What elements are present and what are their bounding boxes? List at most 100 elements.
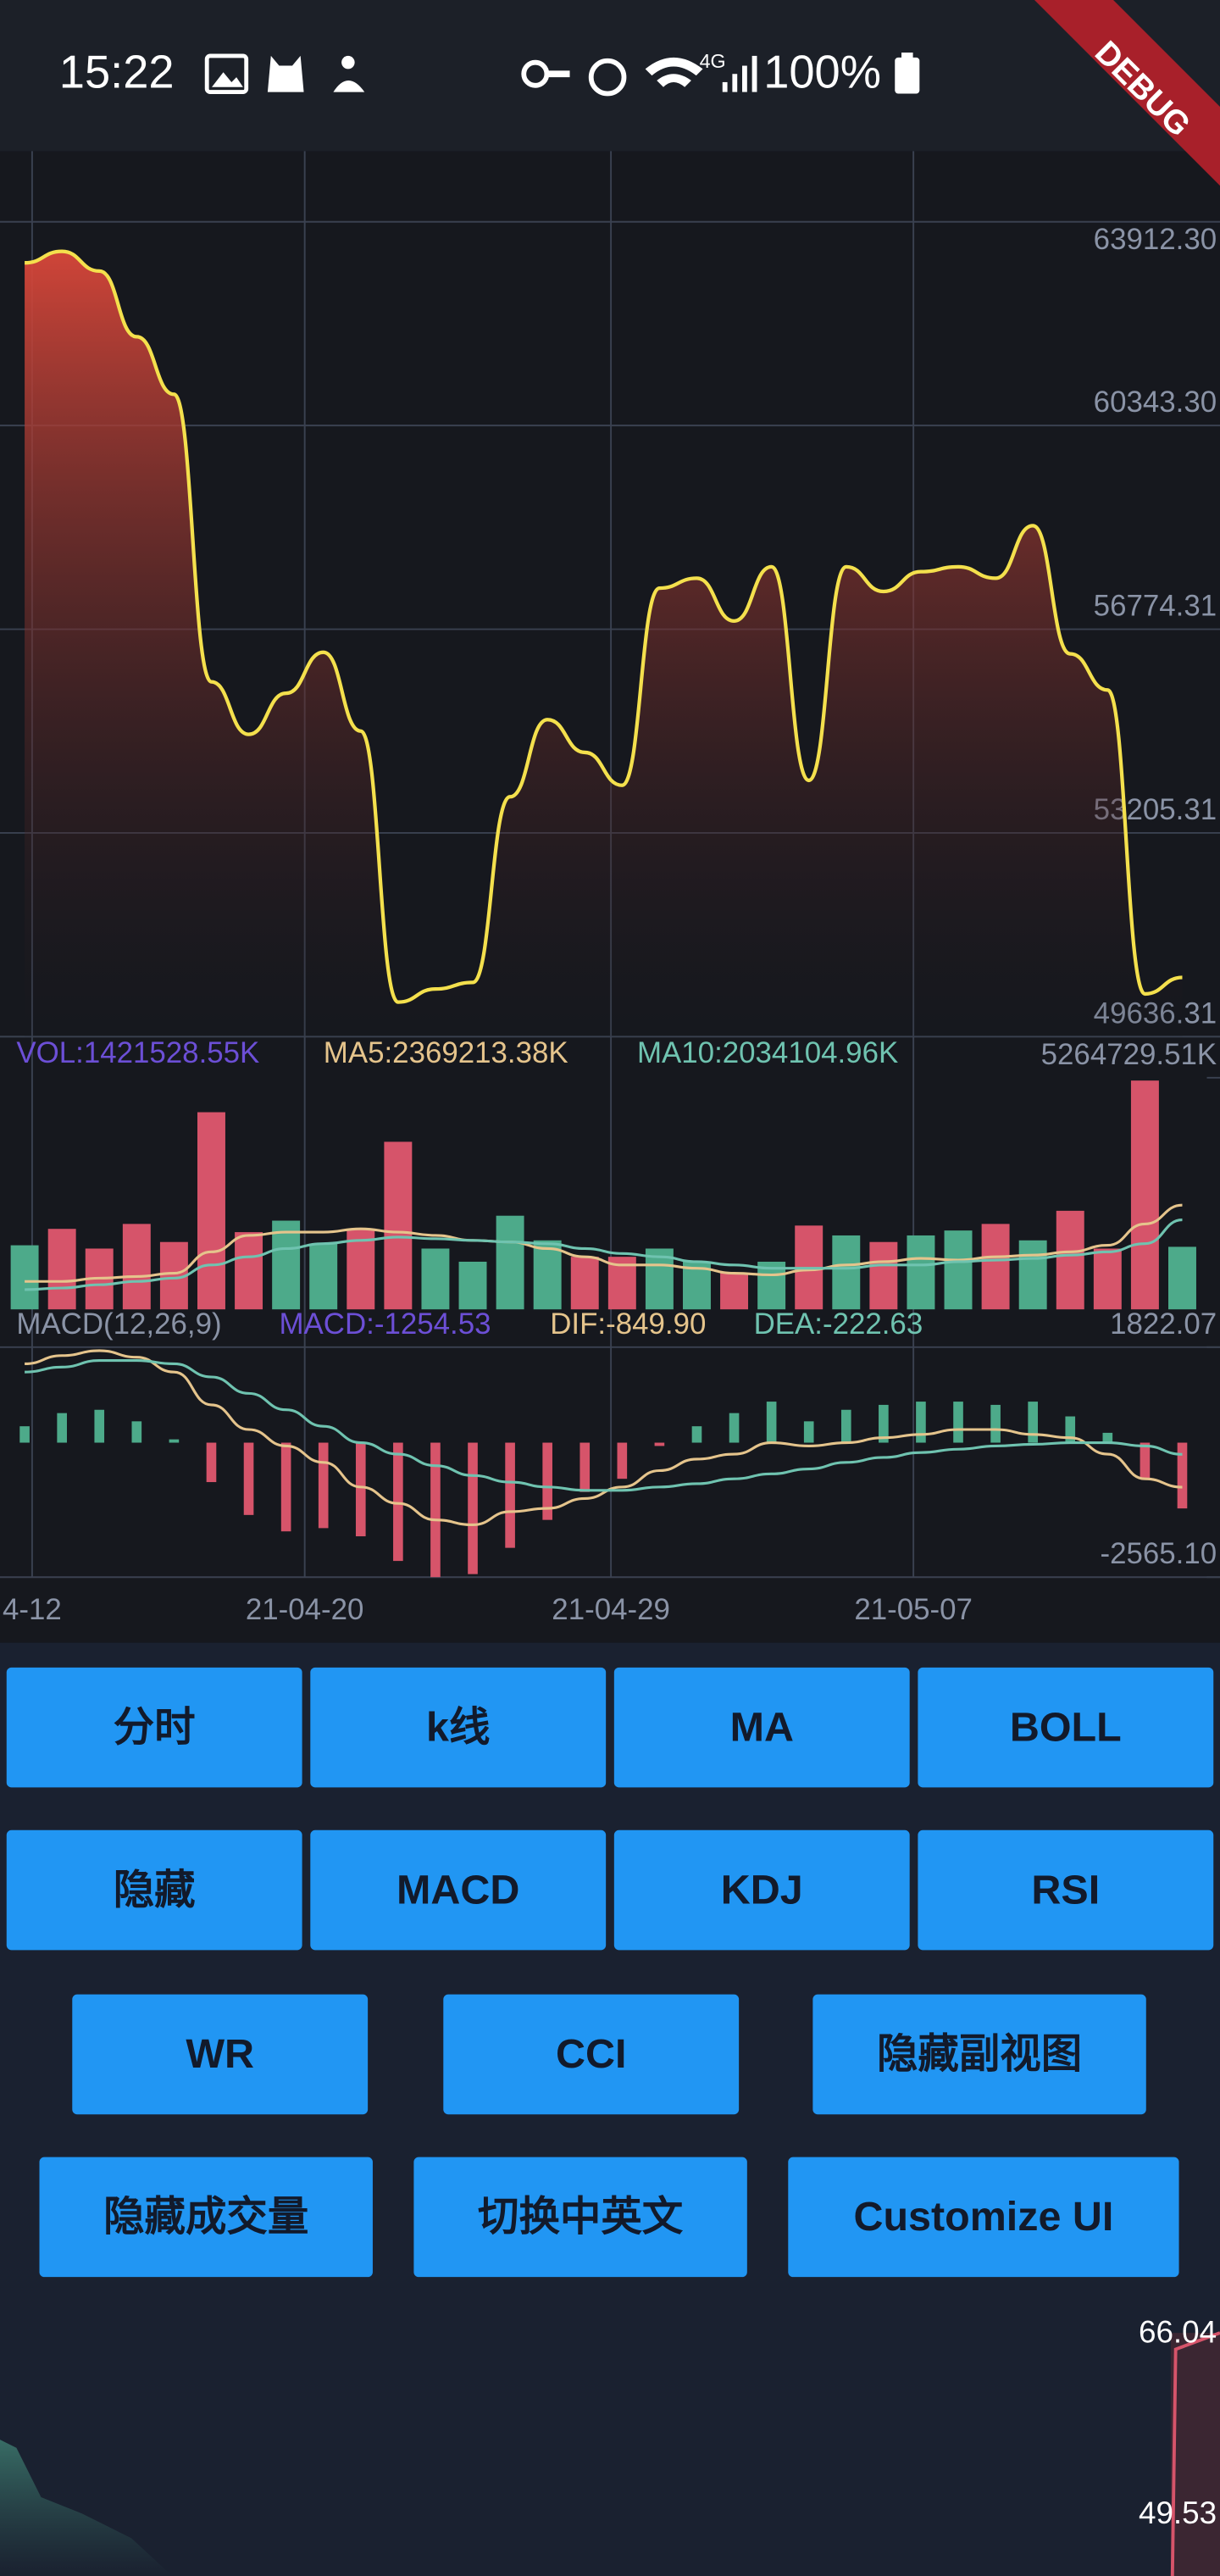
button[interactable]: WR: [72, 1994, 369, 2115]
battery-text: 100%: [763, 47, 881, 98]
volume-bar: [1018, 1240, 1047, 1310]
y-tick-label: -2565.10: [1100, 1537, 1217, 1570]
secondary-label: 66.04: [1139, 2315, 1217, 2350]
button-bg[interactable]: [310, 1829, 607, 1951]
button[interactable]: 隐藏: [6, 1829, 302, 1951]
legend-text: MA10:2034104.96K: [637, 1036, 898, 1069]
button-label[interactable]: 切换中英文: [478, 2194, 684, 2240]
button[interactable]: k线: [310, 1667, 607, 1788]
button-label[interactable]: Customize UI: [853, 2194, 1113, 2240]
button-label[interactable]: RSI: [1031, 1867, 1100, 1913]
button-bg[interactable]: [413, 2157, 747, 2278]
x-tick-label: 21-04-29: [552, 1593, 670, 1626]
macd-bar: [355, 1442, 366, 1537]
button[interactable]: BOLL: [918, 1667, 1214, 1788]
button[interactable]: 隐藏成交量: [39, 2157, 373, 2278]
button-bg[interactable]: [788, 2157, 1179, 2278]
button-label[interactable]: CCI: [556, 2031, 626, 2077]
button-label[interactable]: 隐藏: [114, 1867, 196, 1913]
volume-bar: [10, 1245, 39, 1310]
button-bg[interactable]: [918, 1667, 1214, 1788]
button-bg[interactable]: [39, 2157, 373, 2278]
button-label[interactable]: 隐藏副视图: [877, 2031, 1082, 2077]
button-bg[interactable]: [613, 1667, 910, 1788]
button[interactable]: Customize UI: [788, 2157, 1179, 2278]
volume-bar: [981, 1224, 1010, 1310]
macd-bar: [1065, 1416, 1076, 1443]
button-label[interactable]: MACD: [396, 1867, 519, 1913]
macd-bar: [131, 1421, 142, 1443]
button[interactable]: MA: [613, 1667, 910, 1788]
macd-bar: [1102, 1432, 1113, 1443]
button-label[interactable]: BOLL: [1010, 1704, 1122, 1750]
button[interactable]: CCI: [443, 1994, 740, 2115]
button[interactable]: 切换中英文: [413, 2157, 747, 2278]
button[interactable]: KDJ: [613, 1829, 910, 1951]
secondary-area: [1170, 2333, 1220, 2576]
volume-bar: [197, 1112, 225, 1310]
volume-bar: [458, 1261, 487, 1310]
button[interactable]: 分时: [6, 1667, 302, 1788]
button-label[interactable]: KDJ: [721, 1867, 803, 1913]
macd-bar: [990, 1404, 1001, 1443]
button-bg[interactable]: [6, 1829, 302, 1951]
volume-bar: [720, 1273, 749, 1310]
button[interactable]: MACD: [310, 1829, 607, 1951]
y-tick-label: 63912.30: [1094, 223, 1217, 256]
button-label[interactable]: WR: [186, 2031, 254, 2077]
button-label[interactable]: 隐藏成交量: [103, 2194, 308, 2240]
button-bg[interactable]: [310, 1667, 607, 1788]
y-tick-label: 5264729.51K: [1041, 1038, 1217, 1071]
macd-bar: [691, 1426, 702, 1443]
status-icons: 4G: [204, 50, 920, 97]
price-area: [25, 251, 1183, 1037]
macd-bar: [1028, 1402, 1038, 1443]
secondary-area: [0, 2440, 173, 2576]
volume-bar: [384, 1141, 413, 1310]
indicator-line: [25, 1349, 1183, 1527]
button-bg[interactable]: [812, 1994, 1146, 2115]
macd-bar: [617, 1442, 628, 1480]
macd-bar: [243, 1442, 254, 1515]
secondary-line: [1170, 2331, 1220, 2576]
legend-text: MACD:-1254.53: [279, 1307, 491, 1341]
macd-bar: [57, 1413, 67, 1443]
macd-bar: [729, 1413, 740, 1443]
button-bg[interactable]: [613, 1829, 910, 1951]
button-bg[interactable]: [72, 1994, 369, 2115]
volume-bar: [1130, 1080, 1159, 1310]
volume-bar: [570, 1257, 599, 1310]
y-tick-label: 60343.30: [1094, 386, 1217, 419]
button-bg[interactable]: [443, 1994, 740, 2115]
indicator-line: [25, 1359, 1183, 1492]
macd-bar: [468, 1442, 478, 1574]
volume-bar: [533, 1240, 562, 1310]
indicator-line: [25, 1219, 1183, 1291]
button-label[interactable]: k线: [426, 1704, 490, 1750]
legend-text: VOL:1421528.55K: [16, 1036, 259, 1069]
macd-bar: [953, 1402, 963, 1443]
status-time: 15:22: [59, 47, 175, 98]
macd-bar: [803, 1421, 814, 1443]
macd-bar: [879, 1404, 889, 1443]
button-bg[interactable]: [6, 1667, 302, 1788]
volume-bar: [421, 1248, 450, 1310]
button-label[interactable]: MA: [730, 1704, 794, 1750]
macd-bar: [654, 1442, 665, 1446]
svg-text:4G: 4G: [700, 50, 726, 72]
indicator-line: [25, 1203, 1183, 1283]
volume-bar: [1093, 1248, 1122, 1310]
legend-text: DEA:-222.63: [754, 1307, 923, 1341]
macd-bar: [580, 1442, 591, 1492]
volume-bar: [122, 1224, 151, 1310]
button-label[interactable]: 分时: [114, 1704, 196, 1750]
button-bg[interactable]: [918, 1829, 1214, 1951]
volume-bar: [496, 1215, 524, 1310]
macd-bar: [393, 1442, 403, 1562]
button[interactable]: RSI: [918, 1829, 1214, 1951]
volume-bar: [869, 1241, 898, 1310]
x-tick-label: 21-05-07: [854, 1593, 973, 1626]
button[interactable]: 隐藏副视图: [812, 1994, 1146, 2115]
price-line: [24, 249, 1183, 1004]
macd-bar: [542, 1442, 552, 1520]
